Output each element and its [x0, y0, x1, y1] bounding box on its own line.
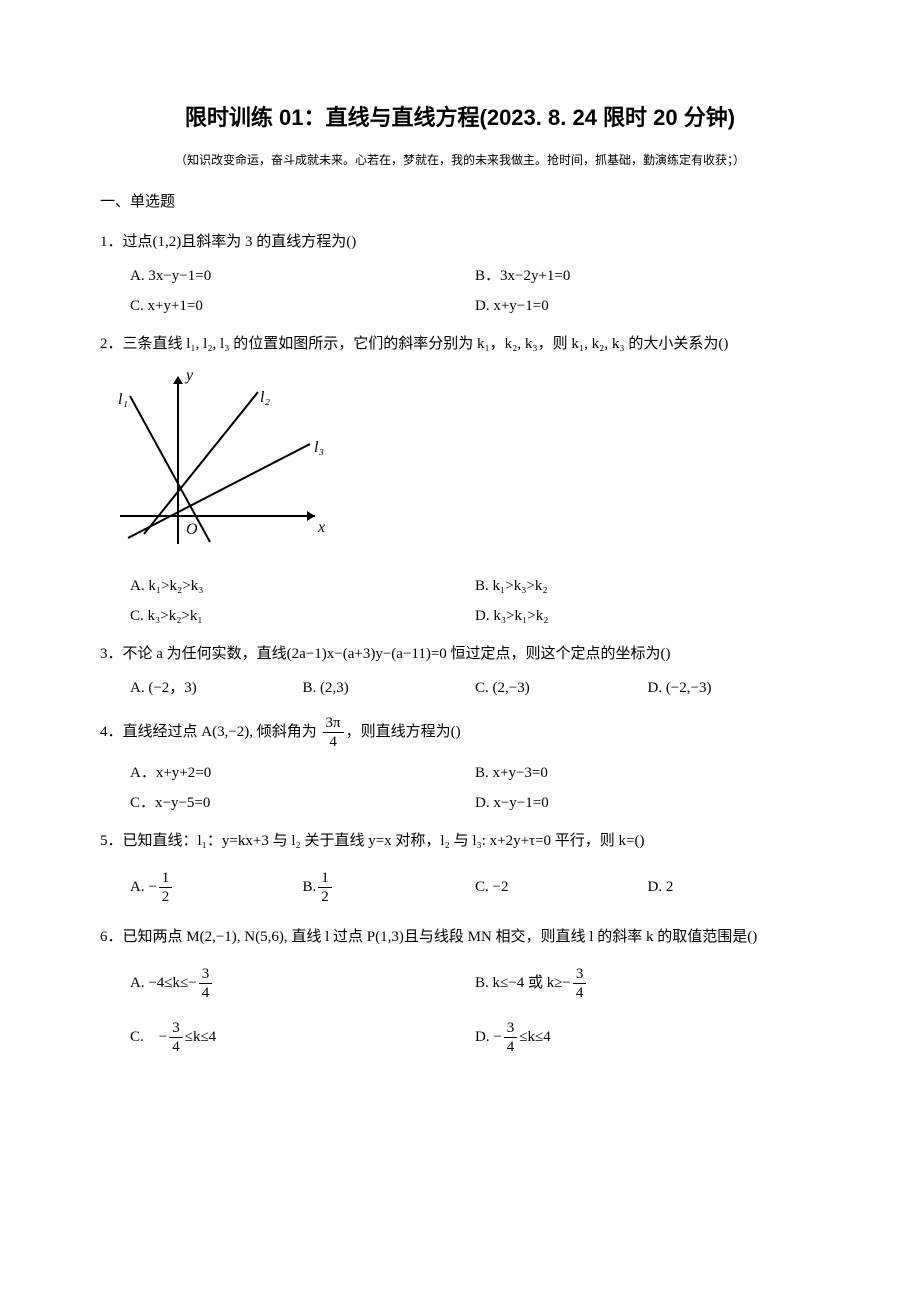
q5-opt-b: B. 12 [303, 863, 476, 911]
q6-c-prefix: C. − [130, 1025, 167, 1049]
q5-a-frac: 12 [159, 869, 173, 906]
q6-d-suffix: ≤k≤4 [519, 1025, 550, 1049]
q2-stem: 2．三条直线 l₁, l₂, l₃ 的位置如图所示，它们的斜率分别为 k₁，k₂… [100, 332, 820, 356]
q5-b-num: 1 [318, 869, 332, 888]
q4-opt-c: C．x−y−5=0 [130, 791, 475, 815]
q5-b-den: 2 [318, 888, 332, 906]
q6-opt-c: C. −34≤k≤4 [130, 1013, 475, 1061]
q1-text: ．过点(1,2)且斜率为 3 的直线方程为() [108, 234, 357, 250]
question-1: 1．过点(1,2)且斜率为 3 的直线方程为() A. 3x−y−1=0 B．3… [100, 230, 820, 318]
question-3: 3．不论 a 为任何实数，直线(2a−1)x−(a+3)y−(a−11)=0 恒… [100, 642, 820, 700]
q2-opt-c: C. k₃>k₂>k₁ [130, 604, 475, 628]
q4-frac: 3π4 [323, 714, 344, 751]
q1-opt-c: C. x+y+1=0 [130, 294, 475, 318]
q6-d-den: 4 [504, 1038, 518, 1056]
q5-opt-c: C. −2 [475, 863, 648, 911]
q5-b-frac: 12 [318, 869, 332, 906]
q1-opt-d: D. x+y−1=0 [475, 294, 820, 318]
q4-stem: 4．直线经过点 A(3,−2), 倾斜角为 3π4，则直线方程为() [100, 714, 820, 751]
q3-num: 3 [100, 646, 108, 662]
q6-c-den: 4 [169, 1038, 183, 1056]
question-5: 5．已知直线：l₁：y=kx+3 与 l₂ 关于直线 y=x 对称，l₂ 与 l… [100, 829, 820, 911]
q6-a-prefix: A. −4≤k≤− [130, 971, 197, 995]
q6-b-frac: 34 [573, 965, 587, 1002]
q4-opt-a: A．x+y+2=0 [130, 761, 475, 785]
q6-b-den: 4 [573, 984, 587, 1002]
q6-opt-b: B. k≤−4 或 k≥−34 [475, 959, 820, 1007]
svg-text:l₁: l₁ [118, 391, 128, 408]
q4-num: 4 [100, 724, 108, 740]
q6-text: ．已知两点 M(2,−1), N(5,6), 直线 l 过点 P(1,3)且与线… [108, 929, 758, 945]
q3-stem: 3．不论 a 为任何实数，直线(2a−1)x−(a+3)y−(a−11)=0 恒… [100, 642, 820, 666]
q5-opt-d: D. 2 [648, 863, 821, 911]
q2-opt-d: D. k₃>k₁>k₂ [475, 604, 820, 628]
q6-b-num: 3 [573, 965, 587, 984]
q5-stem: 5．已知直线：l₁：y=kx+3 与 l₂ 关于直线 y=x 对称，l₂ 与 l… [100, 829, 820, 853]
q6-d-prefix: D. − [475, 1025, 502, 1049]
svg-text:l₃: l₃ [314, 439, 324, 456]
q3-opt-a: A. (−2，3) [130, 676, 303, 700]
q1-stem: 1．过点(1,2)且斜率为 3 的直线方程为() [100, 230, 820, 254]
q4-opt-b: B. x+y−3=0 [475, 761, 820, 785]
q5-a-num: 1 [159, 869, 173, 888]
q4-frac-num: 3π [323, 714, 344, 733]
q5-num: 5 [100, 833, 108, 849]
page-subtitle: （知识改变命运，奋斗成就未来。心若在，梦就在，我的未来我做主。抢时间，抓基础，勤… [100, 151, 820, 170]
q6-c-suffix: ≤k≤4 [185, 1025, 216, 1049]
q6-opt-d: D. −34≤k≤4 [475, 1013, 820, 1061]
q6-b-prefix: B. k≤−4 或 k≥− [475, 971, 571, 995]
svg-text:O: O [186, 521, 198, 538]
q4-frac-den: 4 [323, 733, 344, 751]
q6-opt-a: A. −4≤k≤−34 [130, 959, 475, 1007]
q6-c-frac: 34 [169, 1019, 183, 1056]
question-4: 4．直线经过点 A(3,−2), 倾斜角为 3π4，则直线方程为() A．x+y… [100, 714, 820, 815]
svg-text:l₂: l₂ [260, 389, 270, 406]
question-6: 6．已知两点 M(2,−1), N(5,6), 直线 l 过点 P(1,3)且与… [100, 925, 820, 1061]
q1-opt-b: B．3x−2y+1=0 [475, 264, 820, 288]
q1-opt-a: A. 3x−y−1=0 [130, 264, 475, 288]
q4-prefix: ．直线经过点 A(3,−2), 倾斜角为 [108, 724, 321, 740]
q6-d-frac: 34 [504, 1019, 518, 1056]
svg-text:y: y [184, 367, 194, 384]
q3-opt-b: B. (2,3) [303, 676, 476, 700]
section-heading: 一、单选题 [100, 190, 820, 214]
q6-c-num: 3 [169, 1019, 183, 1038]
q3-opt-d: D. (−2,−3) [648, 676, 821, 700]
q2-text: ．三条直线 l₁, l₂, l₃ 的位置如图所示，它们的斜率分别为 k₁，k₂,… [108, 336, 729, 352]
q3-opt-c: C. (2,−3) [475, 676, 648, 700]
q4-suffix: ，则直线方程为() [346, 724, 461, 740]
q5-b-label: B. [303, 875, 317, 899]
q6-stem: 6．已知两点 M(2,−1), N(5,6), 直线 l 过点 P(1,3)且与… [100, 925, 820, 949]
q2-graph: y x Ol₁ l₂ l₃ [110, 366, 820, 564]
q6-d-num: 3 [504, 1019, 518, 1038]
q6-a-frac: 34 [199, 965, 213, 1002]
q2-num: 2 [100, 336, 108, 352]
q2-opt-a: A. k₁>k₂>k₃ [130, 574, 475, 598]
q1-num: 1 [100, 234, 108, 250]
q6-num: 6 [100, 929, 108, 945]
q5-opt-a: A. −12 [130, 863, 303, 911]
q5-a-den: 2 [159, 888, 173, 906]
q3-text: ．不论 a 为任何实数，直线(2a−1)x−(a+3)y−(a−11)=0 恒过… [108, 646, 671, 662]
page-title: 限时训练 01：直线与直线方程(2023. 8. 24 限时 20 分钟) [100, 100, 820, 135]
q6-a-den: 4 [199, 984, 213, 1002]
q5-a-label: A. − [130, 875, 157, 899]
q5-text: ．已知直线：l₁：y=kx+3 与 l₂ 关于直线 y=x 对称，l₂ 与 l₃… [108, 833, 645, 849]
q4-opt-d: D. x−y−1=0 [475, 791, 820, 815]
svg-text:x: x [317, 519, 325, 536]
question-2: 2．三条直线 l₁, l₂, l₃ 的位置如图所示，它们的斜率分别为 k₁，k₂… [100, 332, 820, 628]
q2-opt-b: B. k₁>k₃>k₂ [475, 574, 820, 598]
q6-a-num: 3 [199, 965, 213, 984]
